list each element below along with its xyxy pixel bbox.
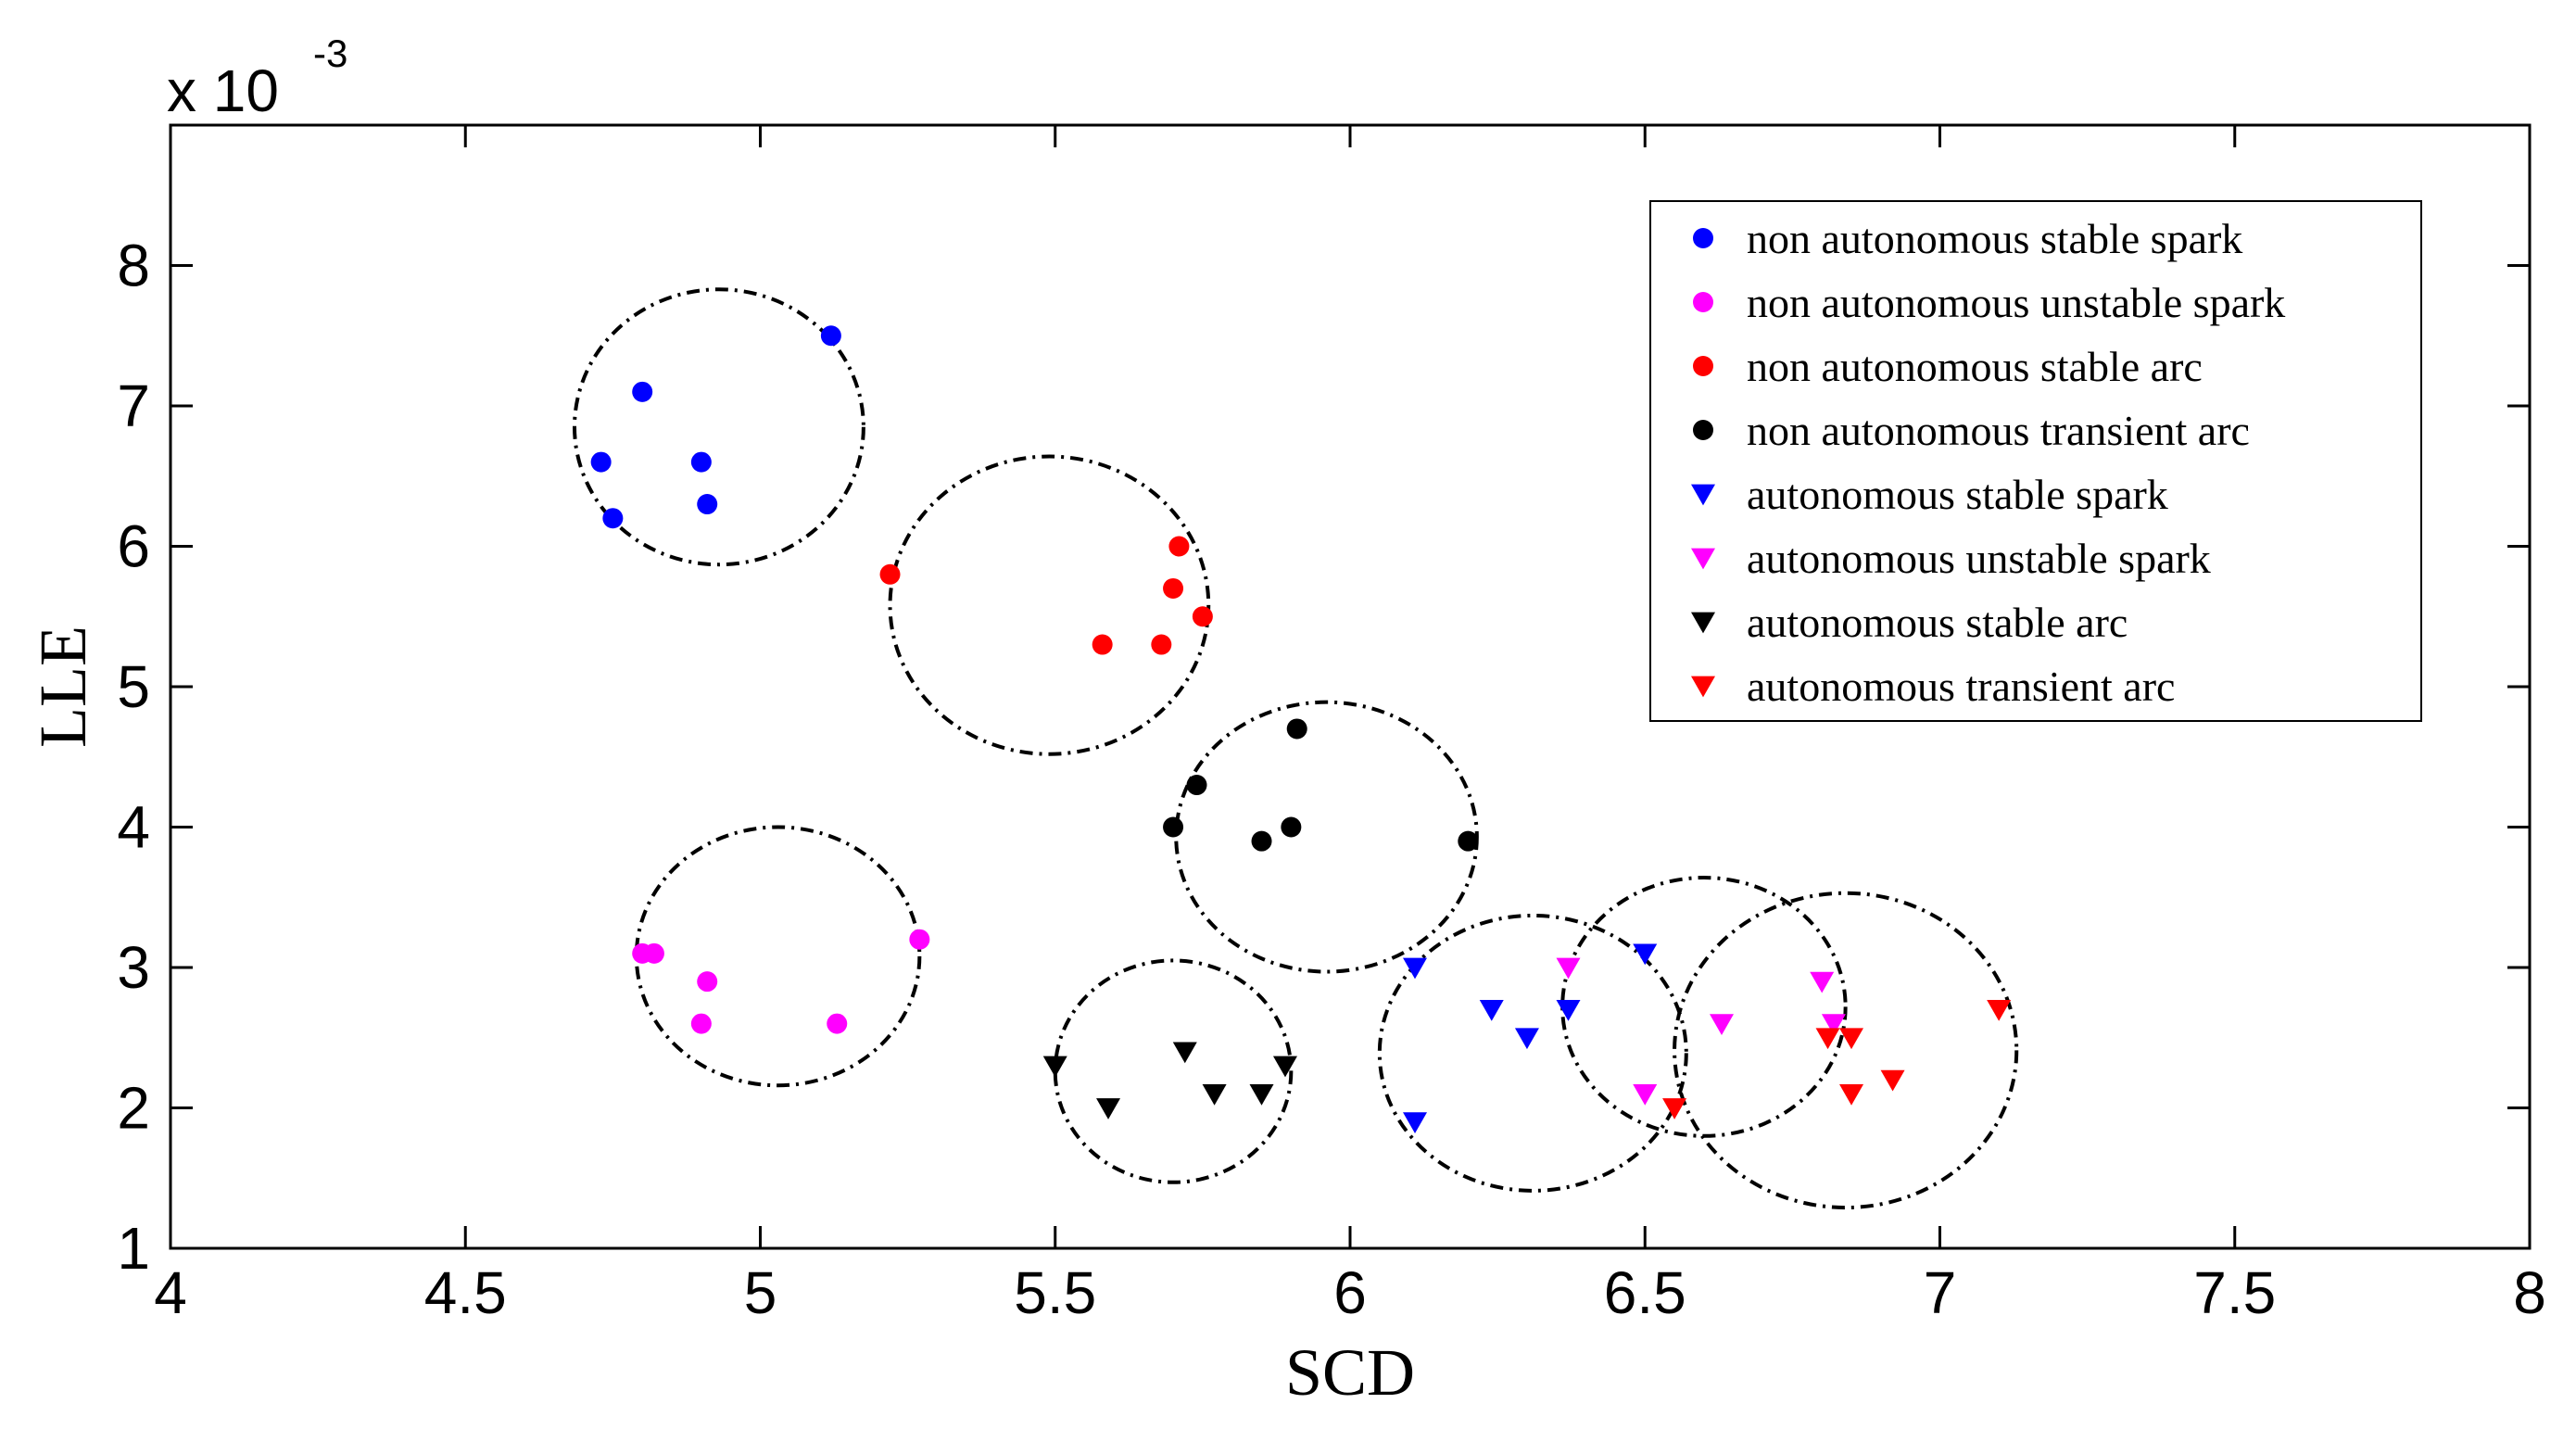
y-tick-label: 7 [117,373,150,439]
data-point [1479,1000,1504,1021]
legend-box [1649,200,2422,722]
x-tick-label: 6.5 [1604,1259,1686,1326]
legend: non autonomous stable spark non autonomou… [1649,200,2422,722]
data-point [827,1013,848,1034]
y-multiplier: x 10 [167,57,279,124]
data-point [1987,1000,2012,1021]
legend-marker [1691,676,1715,698]
legend-marker [1693,356,1713,376]
y-tick-label: 1 [117,1215,150,1282]
data-point [1810,971,1835,993]
data-point [1202,1083,1227,1106]
data-point [1286,718,1307,740]
data-point [1556,957,1581,980]
data-point [1458,830,1479,852]
data-point [1249,1083,1274,1106]
cluster-ellipse [634,825,922,1088]
data-point [1281,816,1302,838]
data-point [1272,1056,1297,1078]
x-tick-label: 4 [154,1259,187,1326]
data-point [1168,536,1190,557]
data-point [1403,957,1428,980]
data-point [1514,1028,1539,1050]
x-tick-label: 8 [2513,1259,2546,1326]
data-point [1633,943,1658,966]
data-point [1151,634,1172,655]
data-point [879,563,901,585]
data-points [590,325,2012,1133]
data-point [1662,1098,1687,1119]
cluster-ellipse [1053,958,1294,1184]
data-point [1251,830,1272,852]
legend-label: non autonomous unstable spark [1747,279,2285,326]
data-point [1556,1000,1581,1021]
data-point [1839,1028,1864,1050]
legend-marker [1693,228,1713,248]
y-axis-title: LLE [26,626,100,748]
data-point [909,929,930,950]
data-point [632,381,653,402]
legend-marker [1691,484,1715,506]
data-point [1186,775,1207,796]
y-tick-labels: 1 2 3 4 5 6 7 8 [117,233,150,1283]
y-tick-label: 4 [117,794,150,861]
y-multiplier-exponent: -3 [313,32,347,75]
legend-label: autonomous transient arc [1747,663,2175,710]
data-point [1880,1069,1905,1092]
legend-label: non autonomous stable arc [1747,343,2203,390]
data-point [643,942,664,964]
data-point [1092,634,1113,655]
data-point [1633,1083,1658,1106]
data-point [697,971,718,993]
x-tick-label: 5.5 [1014,1259,1096,1326]
legend-marker [1691,612,1715,634]
data-point [1403,1112,1428,1133]
x-tick-label: 7 [1924,1259,1957,1326]
y-tick-label: 5 [117,653,150,720]
y-multiplier-prefix: x 10 [167,57,279,124]
legend-marker [1691,548,1715,570]
cluster-ellipse [1673,891,2019,1210]
x-tick-label: 6 [1333,1259,1367,1326]
legend-marker [1693,420,1713,440]
y-tick-label: 8 [117,233,150,299]
data-point [1815,1028,1840,1050]
x-axis-title: SCD [1285,1335,1415,1410]
cluster-ellipses [573,287,2019,1210]
data-point [1096,1098,1121,1119]
cluster-ellipse [888,454,1211,756]
data-point [820,325,841,347]
data-point [602,508,624,529]
data-point [1709,1014,1734,1035]
y-tick-label: 6 [117,513,150,580]
data-point [590,451,612,473]
data-point [1839,1083,1864,1106]
data-point [1821,1014,1846,1035]
cluster-ellipse [1377,913,1688,1193]
legend-marker [1693,292,1713,312]
data-point [697,494,718,515]
data-point [1042,1056,1067,1078]
x-tick-label: 7.5 [2193,1259,2276,1326]
x-tick-labels: 4 4.5 5 5.5 6 6.5 7 7.5 8 [154,1259,2546,1326]
legend-label: autonomous stable arc [1747,599,2128,646]
legend-label: non autonomous stable spark [1747,215,2242,262]
data-point [1163,577,1184,599]
x-tick-label: 4.5 [424,1259,507,1326]
data-point [1172,1042,1197,1064]
data-point [690,451,712,473]
data-point [690,1013,712,1034]
legend-label: autonomous stable spark [1747,471,2168,518]
y-tick-label: 3 [117,934,150,1001]
x-tick-label: 5 [744,1259,777,1326]
cluster-ellipse [573,287,865,567]
data-point [1163,816,1184,838]
data-point [1192,606,1213,627]
axis-ticks [169,125,2532,1250]
legend-label: autonomous unstable spark [1747,535,2211,582]
y-tick-label: 2 [117,1075,150,1142]
legend-label: non autonomous transient arc [1747,407,2250,454]
